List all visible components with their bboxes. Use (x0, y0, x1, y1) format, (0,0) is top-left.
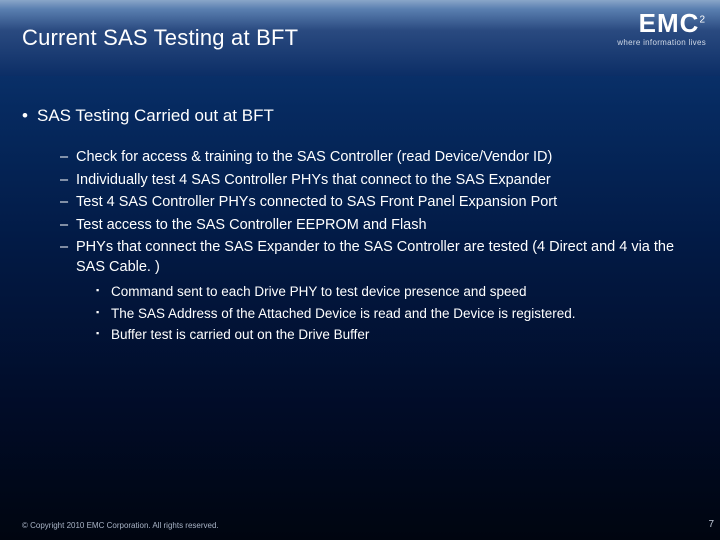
logo-text: EMC2 (617, 10, 706, 36)
page-number: 7 (708, 519, 714, 530)
bullet-lvl1: SAS Testing Carried out at BFT (22, 106, 698, 126)
bullet-lvl2: Test access to the SAS Controller EEPROM… (60, 216, 698, 236)
header-band: Current SAS Testing at BFT EMC2 where in… (0, 0, 720, 76)
bullet-lvl2-list: Check for access & training to the SAS C… (22, 148, 698, 344)
footer-copyright: © Copyright 2010 EMC Corporation. All ri… (22, 521, 219, 530)
logo-tagline: where information lives (617, 38, 706, 47)
bullet-lvl2: Test 4 SAS Controller PHYs connected to … (60, 193, 698, 213)
logo-text-main: EMC (639, 8, 700, 38)
content-area: SAS Testing Carried out at BFT Check for… (22, 106, 698, 347)
logo-sup: 2 (699, 14, 706, 25)
logo: EMC2 where information lives (617, 10, 706, 47)
bullet-lvl2: Check for access & training to the SAS C… (60, 148, 698, 168)
bullet-lvl3-list: Command sent to each Drive PHY to test d… (60, 283, 698, 344)
bullet-lvl2: Individually test 4 SAS Controller PHYs … (60, 171, 698, 191)
bullet-lvl2: PHYs that connect the SAS Expander to th… (60, 238, 698, 277)
bullet-lvl3: Buffer test is carried out on the Drive … (96, 326, 698, 344)
bullet-lvl3: Command sent to each Drive PHY to test d… (96, 283, 698, 301)
slide-title: Current SAS Testing at BFT (22, 25, 298, 51)
bullet-lvl3: The SAS Address of the Attached Device i… (96, 305, 698, 323)
